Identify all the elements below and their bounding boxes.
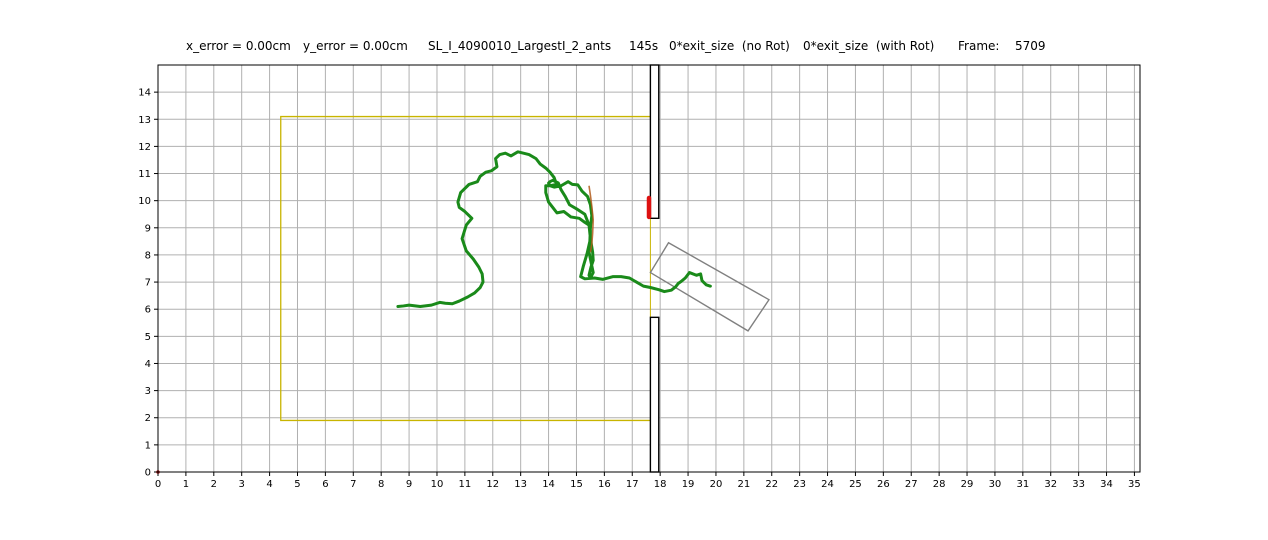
x-tick-label: 5 xyxy=(294,479,300,490)
wall xyxy=(649,316,660,473)
x-tick-label: 16 xyxy=(598,479,611,490)
x-tick-label: 22 xyxy=(765,479,778,490)
tick-layer: 0 1 2 3 4 5 6 7 8 9 10 11 12 13 14 15 16 17 18 19 20 21 22 23 24… xyxy=(138,88,1141,490)
region-layer xyxy=(280,115,651,422)
x-tick-label: 10 xyxy=(431,479,444,490)
y-tick-label: 0 xyxy=(145,468,151,479)
y-tick-label: 6 xyxy=(145,305,151,316)
x-tick-label: 8 xyxy=(378,479,384,490)
x-tick-label: 15 xyxy=(570,479,583,490)
x-tick-label: 27 xyxy=(905,479,918,490)
x-tick-label: 30 xyxy=(989,479,1002,490)
load-layer xyxy=(649,241,770,332)
filename-label: SL_I_4090010_LargestI_2_ants xyxy=(428,39,612,53)
x-tick-label: 2 xyxy=(211,479,217,490)
x-tick-label: 29 xyxy=(961,479,974,490)
y-tick-label: 4 xyxy=(145,359,151,370)
y-tick-label: 13 xyxy=(138,115,151,126)
frame-label: Frame: xyxy=(958,39,1000,53)
x-tick-label: 31 xyxy=(1016,479,1029,490)
y-tick-label: 3 xyxy=(145,386,151,397)
x-tick-label: 35 xyxy=(1128,479,1141,490)
x-tick-label: 25 xyxy=(849,479,862,490)
y-tick-label: 2 xyxy=(145,413,151,424)
x-tick-label: 19 xyxy=(682,479,695,490)
exit-no-rot-label: 0*exit_size (no Rot) xyxy=(669,39,790,53)
x-tick-label: 34 xyxy=(1100,479,1113,490)
y-tick-label: 12 xyxy=(138,142,151,153)
x-tick-label: 21 xyxy=(737,479,750,490)
figure-title: x_error = 0.00cm y_error = 0.00cm SL_I_4… xyxy=(0,39,1268,55)
frame-value: 5709 xyxy=(1015,39,1046,53)
x-tick-label: 26 xyxy=(877,479,890,490)
x-tick-label: 28 xyxy=(933,479,946,490)
x-tick-label: 7 xyxy=(350,479,356,490)
y-tick-label: 7 xyxy=(145,278,151,289)
grid xyxy=(157,65,1140,473)
x-tick-label: 1 xyxy=(183,479,189,490)
x-tick-label: 9 xyxy=(406,479,412,490)
x-tick-label: 32 xyxy=(1044,479,1057,490)
x-tick-label: 24 xyxy=(821,479,834,490)
x-tick-label: 13 xyxy=(514,479,527,490)
x-tick-label: 20 xyxy=(710,479,723,490)
trajectory-segment xyxy=(588,185,595,253)
x-tick-label: 23 xyxy=(793,479,806,490)
region-outline xyxy=(280,115,651,422)
exit-with-rot-label: 0*exit_size (with Rot) xyxy=(803,39,935,53)
x-tick-label: 18 xyxy=(654,479,667,490)
time-label: 145s xyxy=(629,39,659,53)
y-tick-label: 9 xyxy=(145,223,151,234)
y-tick-label: 11 xyxy=(138,169,151,180)
x-error-label: x_error = 0.00cm xyxy=(186,39,291,53)
x-tick-label: 33 xyxy=(1072,479,1085,490)
y-tick-label: 10 xyxy=(138,196,151,207)
load-outline xyxy=(649,241,770,332)
x-tick-label: 3 xyxy=(239,479,245,490)
series-layer xyxy=(156,150,712,474)
wall-layer xyxy=(649,64,660,473)
y-error-label: y_error = 0.00cm xyxy=(303,39,408,53)
x-tick-label: 6 xyxy=(322,479,328,490)
axes-frame xyxy=(157,64,1141,473)
trajectory-line xyxy=(396,150,712,308)
x-tick-label: 17 xyxy=(626,479,639,490)
wall xyxy=(649,64,660,220)
y-tick-label: 1 xyxy=(145,440,151,451)
x-tick-label: 4 xyxy=(266,479,272,490)
x-tick-label: 11 xyxy=(459,479,472,490)
x-tick-label: 0 xyxy=(155,479,161,490)
y-tick-label: 8 xyxy=(145,250,151,261)
x-tick-label: 12 xyxy=(486,479,499,490)
x-tick-label: 14 xyxy=(542,479,555,490)
y-tick-label: 14 xyxy=(138,88,151,99)
y-tick-label: 5 xyxy=(145,332,151,343)
